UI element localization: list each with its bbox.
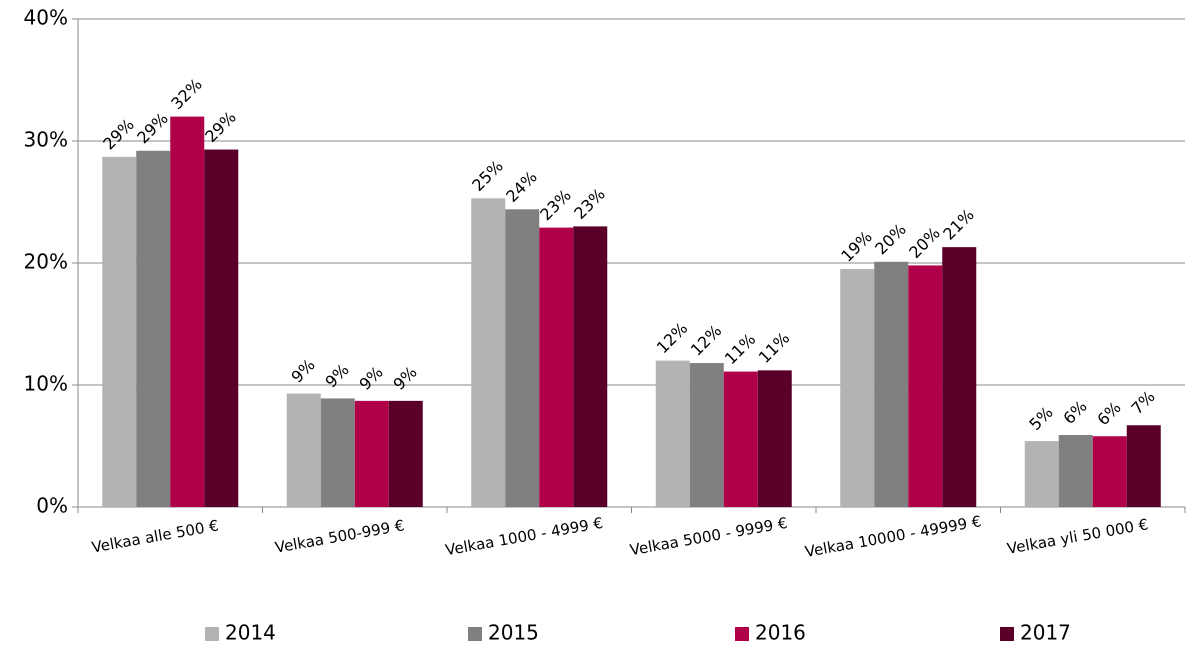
legend-swatch <box>1000 627 1014 641</box>
bar <box>874 261 909 507</box>
value-label: 11% <box>721 330 760 369</box>
value-label: 12% <box>687 321 726 360</box>
x-tick-label: Velkaa alle 500 € <box>90 516 220 556</box>
bar <box>840 269 875 507</box>
bar <box>102 156 137 508</box>
value-label: 21% <box>939 205 978 244</box>
bar <box>320 398 355 507</box>
bar <box>1058 435 1093 507</box>
value-label: 12% <box>653 319 692 358</box>
x-tick-label: Velkaa yli 50 000 € <box>1006 515 1150 558</box>
value-label: 9% <box>355 362 386 393</box>
value-label: 6% <box>1059 397 1090 428</box>
value-label: 9% <box>321 360 352 391</box>
y-tick-label: 40% <box>24 6 68 30</box>
bar <box>204 149 239 508</box>
value-label: 7% <box>1127 387 1158 418</box>
value-label: 6% <box>1093 398 1124 429</box>
value-label: 23% <box>570 184 609 223</box>
bar <box>655 360 690 507</box>
value-label: 25% <box>468 156 507 195</box>
bar <box>942 247 977 507</box>
value-label: 11% <box>755 328 794 367</box>
y-tick-label: 20% <box>24 250 68 274</box>
bar <box>689 363 724 507</box>
value-label: 9% <box>389 362 420 393</box>
y-tick-label: 30% <box>24 128 68 152</box>
bar <box>471 198 506 507</box>
value-label: 9% <box>287 355 318 386</box>
bar <box>136 150 171 507</box>
value-label: 29% <box>133 109 172 148</box>
value-label: 29% <box>201 108 240 147</box>
value-label: 20% <box>905 223 944 262</box>
bar <box>1024 441 1059 507</box>
bar <box>505 209 540 507</box>
legend-swatch <box>205 627 219 641</box>
value-label: 32% <box>167 75 206 114</box>
x-tick-label: Velkaa 10000 - 49999 € <box>804 512 983 561</box>
bar <box>388 400 423 507</box>
legend-label: 2016 <box>755 621 806 645</box>
legend-label: 2017 <box>1020 621 1071 645</box>
bar <box>1092 436 1127 507</box>
y-tick-label: 10% <box>24 372 68 396</box>
bar <box>539 227 574 507</box>
legend-label: 2014 <box>225 621 276 645</box>
bar <box>170 116 205 507</box>
value-label: 19% <box>837 227 876 266</box>
bar <box>1126 425 1161 507</box>
value-label: 20% <box>871 220 910 259</box>
legend-swatch <box>468 627 482 641</box>
bar <box>757 370 792 507</box>
bar <box>723 371 758 507</box>
value-label: 29% <box>99 115 138 154</box>
legend-swatch <box>735 627 749 641</box>
y-tick-label: 0% <box>36 494 68 518</box>
bar <box>573 226 608 507</box>
value-label: 24% <box>502 167 541 206</box>
x-tick-label: Velkaa 500-999 € <box>274 516 406 556</box>
bar <box>286 393 321 507</box>
x-tick-label: Velkaa 5000 - 9999 € <box>628 514 788 559</box>
legend-label: 2015 <box>488 621 539 645</box>
bar <box>908 265 943 507</box>
value-label: 5% <box>1025 403 1056 434</box>
bar <box>354 400 389 507</box>
x-tick-label: Velkaa 1000 - 4999 € <box>444 514 604 559</box>
value-label: 23% <box>536 186 575 225</box>
